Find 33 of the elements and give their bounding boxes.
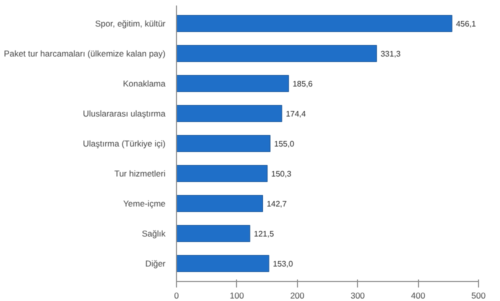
data-label: 142,7 (266, 200, 288, 208)
bar (176, 254, 270, 272)
y-tick-label: Ulaştırma (Türkiye içi) (82, 138, 166, 148)
x-tick-label: 300 (350, 290, 366, 300)
x-tick-label: 500 (471, 290, 486, 300)
x-tick-label: 0 (174, 290, 180, 300)
y-tick-label: Yeme-içme (123, 198, 166, 208)
bar (176, 104, 282, 122)
bar (176, 74, 289, 92)
data-label: 456,1 (456, 20, 477, 28)
data-label: 331,3 (380, 50, 402, 58)
data-label: 153,0 (272, 260, 294, 268)
bar (176, 194, 263, 212)
x-tick-label: 100 (230, 290, 244, 300)
data-label: 121,5 (254, 230, 274, 238)
data-label: 174,4 (286, 110, 306, 118)
y-tick-label: Diğer (145, 258, 166, 268)
bar (176, 224, 250, 242)
bar (176, 44, 377, 62)
data-label: 155,0 (274, 140, 295, 148)
x-tick-label: 400 (411, 290, 426, 300)
bar (176, 14, 452, 32)
y-tick-label: Paket tur harcamaları (ülkemize kalan pay) (4, 48, 166, 58)
y-tick-label: Sağlık (142, 228, 166, 238)
data-label: 185,6 (292, 80, 314, 88)
y-tick-label: Spor, eğitim, kültür (95, 18, 166, 28)
y-tick-label: Uluslararası ulaştırma (82, 108, 166, 118)
data-label: 150,3 (271, 170, 292, 178)
bar (176, 134, 270, 152)
bar (176, 164, 268, 182)
x-tick-label: 200 (290, 290, 305, 300)
y-tick-label: Konaklama (122, 78, 166, 88)
y-tick-label: Tur hizmetleri (114, 168, 166, 178)
